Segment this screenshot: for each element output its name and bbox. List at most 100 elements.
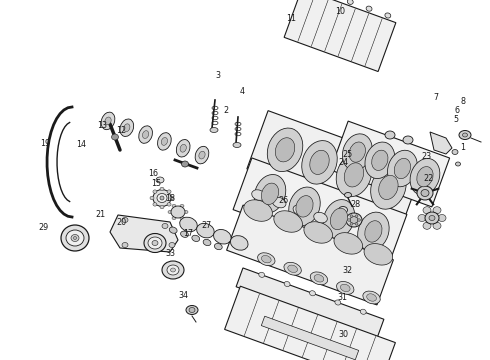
Ellipse shape — [344, 193, 351, 198]
Ellipse shape — [302, 141, 337, 184]
Ellipse shape — [346, 213, 362, 227]
Ellipse shape — [189, 307, 195, 312]
Polygon shape — [261, 316, 359, 360]
Ellipse shape — [304, 222, 333, 243]
Ellipse shape — [314, 212, 327, 223]
Ellipse shape — [101, 112, 115, 130]
Text: 1: 1 — [461, 143, 465, 152]
Ellipse shape — [310, 272, 328, 285]
Ellipse shape — [262, 183, 279, 204]
Ellipse shape — [463, 133, 467, 137]
Ellipse shape — [358, 219, 361, 221]
Ellipse shape — [143, 131, 149, 139]
Ellipse shape — [150, 196, 154, 200]
Ellipse shape — [252, 190, 265, 200]
Ellipse shape — [334, 233, 363, 254]
Polygon shape — [224, 286, 395, 360]
Ellipse shape — [323, 199, 355, 238]
Ellipse shape — [366, 6, 372, 11]
Ellipse shape — [195, 147, 209, 164]
Ellipse shape — [170, 196, 174, 200]
Ellipse shape — [74, 237, 76, 239]
Text: 3: 3 — [216, 71, 220, 80]
Text: 24: 24 — [338, 158, 348, 167]
Ellipse shape — [184, 211, 188, 213]
Ellipse shape — [162, 224, 168, 229]
Ellipse shape — [433, 207, 441, 214]
Ellipse shape — [423, 222, 431, 229]
Ellipse shape — [71, 234, 79, 242]
Ellipse shape — [123, 124, 130, 132]
Text: 26: 26 — [278, 196, 288, 205]
Text: 22: 22 — [424, 175, 434, 184]
Ellipse shape — [347, 0, 353, 4]
Ellipse shape — [350, 216, 358, 224]
Ellipse shape — [214, 229, 231, 244]
Polygon shape — [226, 205, 393, 305]
Ellipse shape — [160, 187, 164, 191]
Ellipse shape — [330, 208, 347, 230]
Ellipse shape — [349, 142, 366, 162]
Polygon shape — [247, 111, 423, 225]
Ellipse shape — [171, 206, 185, 218]
Ellipse shape — [160, 205, 164, 209]
Text: 4: 4 — [240, 87, 245, 96]
Ellipse shape — [112, 134, 119, 140]
Ellipse shape — [363, 291, 380, 304]
Ellipse shape — [122, 243, 128, 248]
Ellipse shape — [417, 167, 433, 187]
Ellipse shape — [344, 163, 364, 187]
Text: 30: 30 — [338, 330, 348, 339]
Ellipse shape — [370, 166, 406, 209]
Ellipse shape — [181, 231, 188, 237]
Text: 34: 34 — [179, 292, 189, 300]
Ellipse shape — [284, 262, 301, 275]
Ellipse shape — [410, 158, 440, 195]
Ellipse shape — [203, 239, 211, 246]
Ellipse shape — [288, 265, 297, 273]
Ellipse shape — [388, 150, 417, 187]
Ellipse shape — [180, 217, 184, 220]
Ellipse shape — [452, 149, 458, 154]
Text: 33: 33 — [166, 249, 175, 258]
Ellipse shape — [456, 162, 461, 166]
Text: 6: 6 — [454, 107, 459, 116]
Text: 29: 29 — [38, 223, 48, 232]
Polygon shape — [236, 268, 384, 338]
Ellipse shape — [355, 215, 358, 217]
Ellipse shape — [262, 256, 271, 263]
Ellipse shape — [438, 215, 446, 221]
Ellipse shape — [339, 207, 347, 213]
Ellipse shape — [168, 211, 172, 213]
Ellipse shape — [233, 143, 241, 148]
Ellipse shape — [181, 161, 189, 167]
Ellipse shape — [365, 142, 395, 179]
Ellipse shape — [336, 153, 372, 197]
Text: 23: 23 — [421, 152, 431, 161]
Ellipse shape — [196, 223, 214, 238]
Ellipse shape — [394, 158, 411, 179]
Text: 19: 19 — [41, 139, 50, 148]
Ellipse shape — [139, 126, 152, 143]
Ellipse shape — [364, 244, 392, 265]
Text: 20: 20 — [117, 218, 126, 227]
Ellipse shape — [170, 227, 177, 233]
Ellipse shape — [172, 217, 176, 220]
Ellipse shape — [180, 144, 186, 152]
Ellipse shape — [259, 272, 265, 277]
Ellipse shape — [171, 268, 175, 272]
Ellipse shape — [122, 217, 128, 222]
Ellipse shape — [157, 194, 167, 202]
Ellipse shape — [176, 140, 190, 157]
Ellipse shape — [180, 204, 184, 207]
Ellipse shape — [284, 282, 290, 287]
Ellipse shape — [314, 275, 324, 282]
Ellipse shape — [180, 217, 197, 232]
Ellipse shape — [120, 119, 134, 136]
Ellipse shape — [153, 190, 157, 193]
Ellipse shape — [343, 134, 372, 170]
Ellipse shape — [186, 306, 198, 315]
Polygon shape — [284, 0, 396, 72]
Text: 5: 5 — [453, 115, 458, 124]
Text: 12: 12 — [117, 126, 126, 135]
